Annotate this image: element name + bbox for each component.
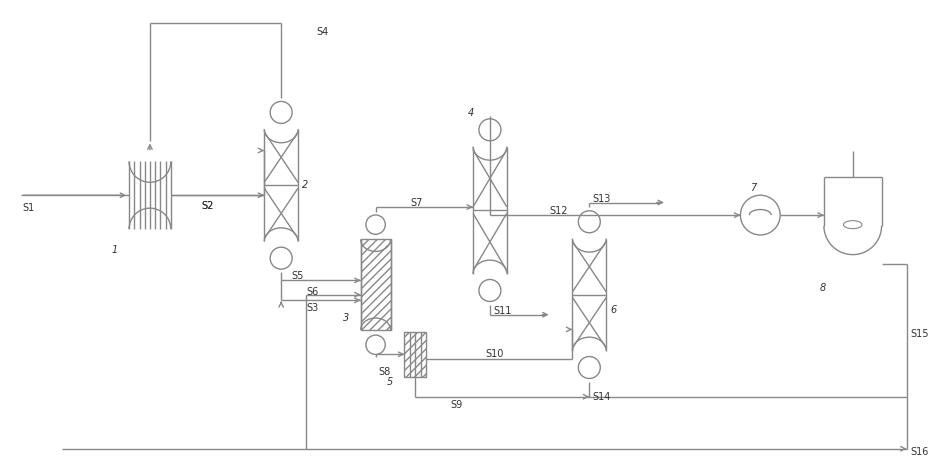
Text: 8: 8 xyxy=(820,284,827,293)
Text: S8: S8 xyxy=(379,367,391,377)
Bar xyxy=(404,332,426,377)
Text: 4: 4 xyxy=(468,108,474,118)
Text: S2: S2 xyxy=(201,201,214,211)
Text: S4: S4 xyxy=(316,27,328,37)
Text: S2: S2 xyxy=(201,201,214,211)
Text: S15: S15 xyxy=(910,329,929,339)
Text: S5: S5 xyxy=(291,271,304,281)
Text: S9: S9 xyxy=(450,400,462,410)
Text: 7: 7 xyxy=(751,183,756,193)
Text: S14: S14 xyxy=(592,392,610,402)
Text: 3: 3 xyxy=(343,313,349,323)
Text: 5: 5 xyxy=(386,377,393,387)
Text: 2: 2 xyxy=(302,180,308,190)
Text: S11: S11 xyxy=(493,306,512,316)
Text: S16: S16 xyxy=(910,447,929,457)
Text: S6: S6 xyxy=(306,287,318,297)
Text: S1: S1 xyxy=(23,203,35,213)
Text: 6: 6 xyxy=(610,305,617,314)
Text: S7: S7 xyxy=(410,198,422,208)
Text: 1: 1 xyxy=(111,245,118,255)
Text: S13: S13 xyxy=(592,194,610,204)
Text: S12: S12 xyxy=(549,206,568,216)
Text: S10: S10 xyxy=(485,349,503,359)
Text: S3: S3 xyxy=(306,303,318,313)
Bar xyxy=(361,240,390,330)
